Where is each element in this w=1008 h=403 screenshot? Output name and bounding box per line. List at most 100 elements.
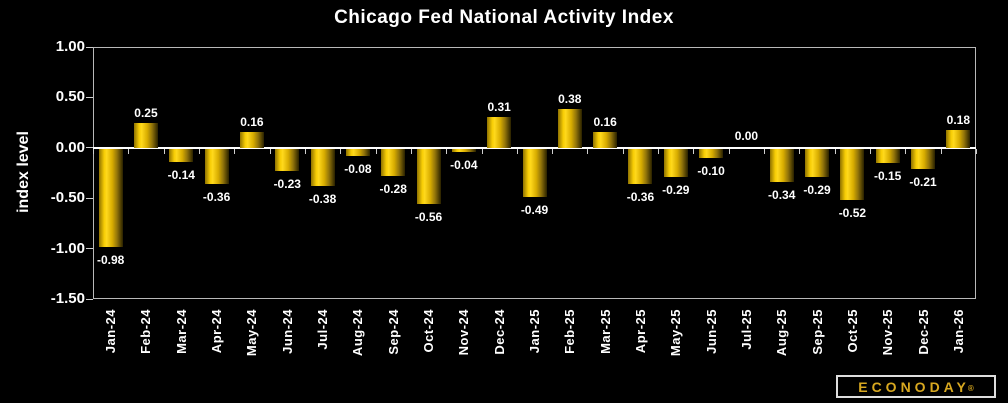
bar-value-label: -0.36	[202, 190, 231, 205]
bar-value-label: -0.34	[768, 188, 796, 203]
bar	[133, 122, 158, 148]
bar-value-label: -0.08	[344, 161, 372, 176]
bar-value-label: -0.04	[450, 157, 478, 172]
x-axis-label: Dec-25	[915, 309, 931, 355]
bar	[805, 148, 830, 178]
category-tick	[517, 148, 518, 154]
category-tick	[128, 148, 129, 154]
bar	[204, 148, 229, 185]
bar	[239, 131, 264, 148]
category-tick	[764, 148, 765, 154]
y-axis-tick-label: -1.50	[50, 290, 85, 307]
bar-value-label: -0.52	[838, 206, 867, 221]
bar	[451, 148, 476, 152]
y-axis-tick	[86, 248, 93, 250]
bar	[769, 148, 794, 183]
bar	[381, 148, 406, 177]
x-axis-label: Aug-24	[350, 309, 366, 357]
bar-value-label: 0.16	[593, 114, 617, 129]
bar-value-label: -0.23	[273, 176, 301, 191]
bar	[946, 129, 971, 148]
x-axis-label: Oct-25	[844, 309, 860, 353]
category-tick	[411, 148, 412, 154]
y-axis-tick-label: -0.50	[50, 189, 85, 207]
category-tick	[729, 148, 730, 154]
x-axis-label: Jan-24	[103, 309, 119, 354]
bar-value-label: 0.18	[946, 112, 970, 127]
bar	[628, 148, 653, 185]
category-tick	[482, 148, 483, 154]
econoday-logo: ECONODAY ®	[836, 375, 996, 398]
bar	[663, 148, 688, 178]
category-tick	[658, 148, 659, 154]
y-axis-tick-label: 0.50	[55, 88, 85, 106]
x-axis-label: Oct-24	[421, 309, 437, 353]
bar	[345, 148, 370, 156]
y-axis-tick	[86, 197, 93, 199]
bar-value-label: 0.38	[558, 92, 582, 107]
plot-area	[93, 47, 976, 299]
x-axis-label: Sep-25	[809, 309, 825, 355]
x-axis-label: Nov-24	[456, 309, 472, 356]
category-tick	[376, 148, 377, 154]
x-axis-label: Jul-25	[738, 309, 754, 350]
x-axis-label: Apr-24	[209, 309, 225, 354]
x-axis-label: Mar-24	[173, 309, 189, 354]
x-axis-label: Aug-25	[774, 309, 790, 357]
x-axis-label: Jun-25	[703, 309, 719, 354]
x-axis-label: Apr-25	[632, 309, 648, 354]
x-axis-label: May-24	[244, 309, 260, 357]
bar-value-label: -0.21	[909, 174, 937, 189]
y-axis-tick	[86, 96, 93, 98]
category-tick	[905, 148, 906, 154]
category-tick	[870, 148, 871, 154]
x-axis-label: Jan-25	[527, 309, 542, 354]
category-tick	[835, 148, 836, 154]
bar-value-label: -0.28	[379, 182, 407, 197]
x-axis-label: Feb-24	[138, 309, 154, 354]
y-axis-tick	[86, 147, 93, 149]
bar-value-label: -0.56	[414, 210, 443, 225]
category-tick	[446, 148, 447, 154]
bar	[98, 148, 123, 247]
bar	[522, 148, 547, 198]
zero-baseline	[93, 146, 976, 149]
bar-value-label: -0.15	[874, 168, 902, 183]
category-tick	[199, 148, 200, 154]
category-tick	[799, 148, 800, 154]
category-tick	[305, 148, 306, 154]
x-axis-label: Dec-24	[491, 309, 507, 355]
x-axis-label: Nov-25	[880, 309, 896, 356]
bar-value-label: -0.49	[520, 203, 549, 218]
y-axis-tick	[86, 46, 93, 48]
bar	[416, 148, 441, 205]
registered-trademark-icon: ®	[967, 384, 974, 393]
y-axis-tick	[86, 298, 93, 300]
y-axis-tick-label: 1.00	[55, 38, 85, 55]
category-tick	[587, 148, 588, 154]
category-tick	[234, 148, 235, 154]
bar	[911, 148, 936, 169]
bar	[840, 148, 865, 201]
category-tick	[941, 148, 942, 154]
bar-value-label: -0.10	[697, 163, 725, 178]
x-axis-label: Mar-25	[597, 309, 613, 354]
category-tick	[340, 148, 341, 154]
category-tick	[552, 148, 553, 154]
bar	[593, 131, 618, 148]
bar-value-label: 0.00	[734, 128, 759, 143]
category-tick	[164, 148, 165, 154]
category-tick	[623, 148, 624, 154]
bar-value-label: 0.25	[134, 105, 158, 120]
bar-value-label: -0.29	[803, 183, 831, 198]
bar-value-label: -0.29	[662, 183, 690, 198]
x-axis-label: Sep-24	[385, 309, 401, 355]
category-tick	[93, 148, 94, 154]
bar	[557, 109, 582, 148]
bar-value-label: -0.36	[626, 190, 655, 205]
x-axis-label: Jul-24	[315, 309, 331, 350]
y-axis-tick-label: 0.00	[55, 138, 85, 156]
category-tick	[270, 148, 271, 154]
chart-title: Chicago Fed National Activity Index	[334, 7, 674, 28]
